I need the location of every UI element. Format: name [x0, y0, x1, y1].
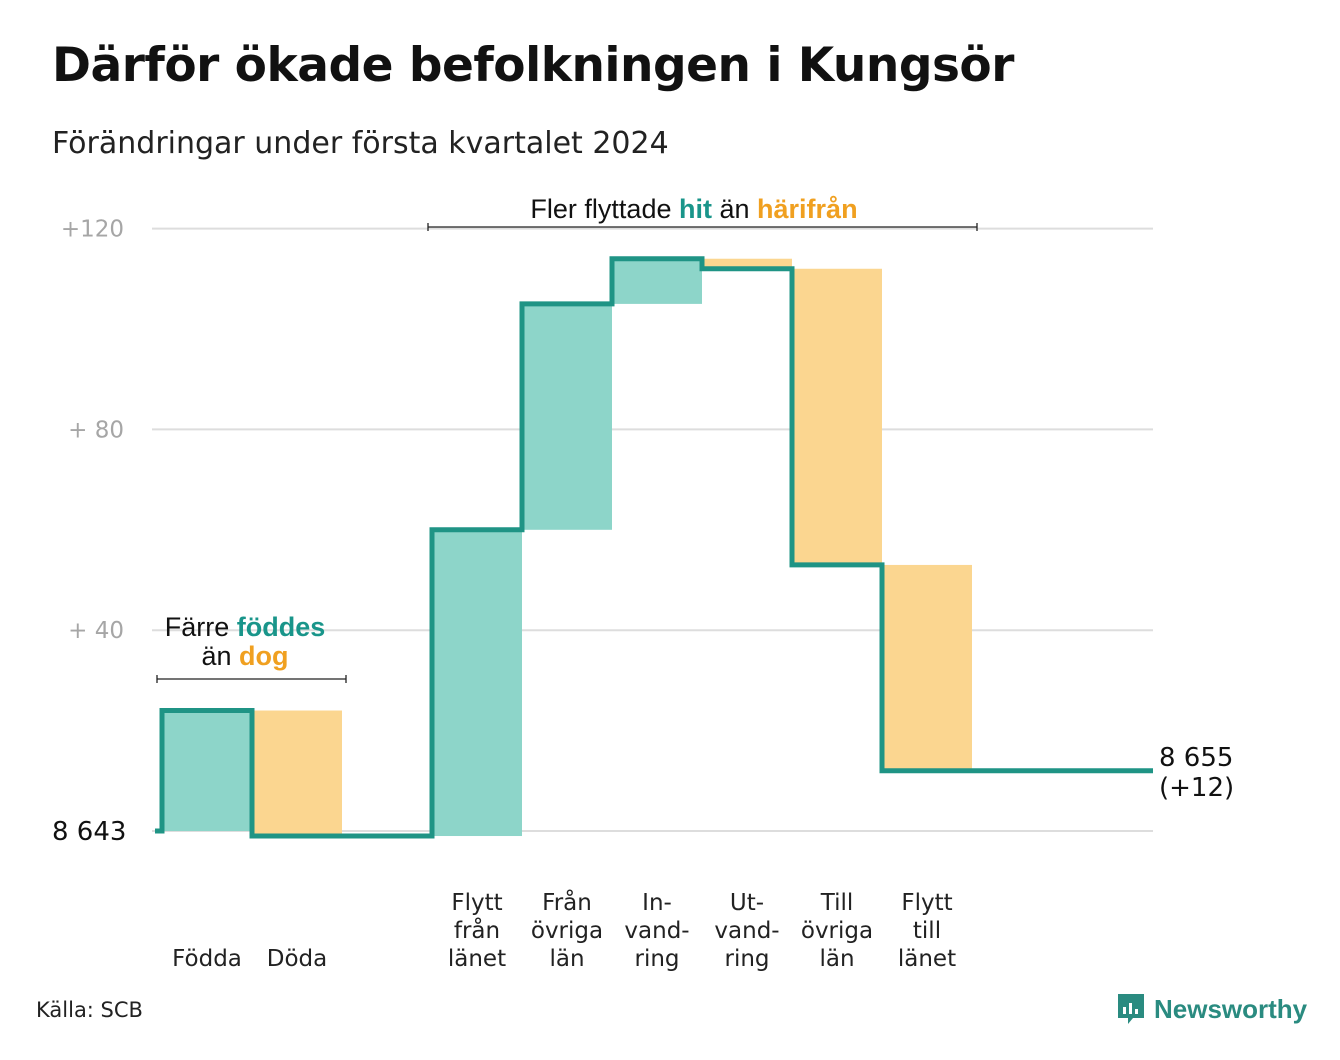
x-category-label: länet	[898, 946, 956, 972]
y-tick-label: + 40	[68, 618, 124, 644]
brand-logo[interactable]: Newsworthy	[1116, 992, 1307, 1026]
waterfall-bar	[792, 268, 882, 565]
y-tick-label: +120	[61, 217, 124, 243]
x-category-label: från	[454, 916, 500, 944]
annotation-span: Färre	[165, 612, 237, 642]
migration-bracket	[427, 223, 978, 231]
annotation-span: härifrån	[757, 194, 858, 224]
waterfall-bar	[702, 258, 792, 269]
x-category-label: vand-	[714, 918, 779, 944]
x-category-label: Flytt	[451, 890, 502, 916]
bar-layer	[162, 258, 972, 837]
chart-subtitle: Förändringar under första kvartalet 2024	[52, 126, 669, 161]
migration-annotation: Fler flyttade hit än härifrån	[530, 194, 857, 224]
annotation-span: än	[201, 641, 239, 671]
x-category-label: övriga	[801, 918, 873, 944]
newsworthy-logo-icon	[1118, 994, 1144, 1024]
line-layer	[155, 256, 1153, 839]
x-category-label: Födda	[172, 946, 242, 972]
waterfall-bar	[522, 303, 612, 530]
annotation-span: Fler flyttade	[530, 194, 679, 224]
annotation-layer: Fler flyttade hit än härifrån Färre födde…	[156, 194, 978, 683]
births-annotation: Färre föddes	[165, 612, 326, 642]
x-category-label: Från	[542, 888, 592, 916]
end-value-label: (+12)	[1159, 773, 1234, 803]
brand-name: Newsworthy	[1154, 993, 1308, 1024]
waterfall-bar	[252, 710, 342, 837]
waterfall-bar	[162, 710, 252, 831]
births-annotation: än dog	[201, 641, 288, 671]
annotation-span: dog	[239, 641, 288, 671]
waterfall-bar	[882, 564, 972, 771]
waterfall-bar	[612, 258, 702, 304]
x-category-label: ring	[724, 946, 769, 972]
y-tick-label: + 80	[68, 417, 124, 443]
x-category-label: In-	[642, 890, 672, 916]
x-category-label: länet	[448, 946, 506, 972]
end-value-label: 8 655	[1159, 743, 1233, 773]
x-category-label: övriga	[531, 918, 603, 944]
x-category-label: län	[549, 946, 584, 972]
annotation-span: än	[712, 194, 757, 224]
x-category-label: Till	[820, 890, 854, 916]
x-category-label: Flytt	[901, 890, 952, 916]
x-category-label: län	[819, 946, 854, 972]
x-category-label: vand-	[624, 918, 689, 944]
chart-title: Därför ökade befolkningen i Kungsör	[52, 38, 1014, 93]
source-note: Källa: SCB	[36, 998, 143, 1022]
waterfall-bar	[432, 529, 522, 837]
x-category-label: Ut-	[730, 890, 764, 916]
x-category-label: ring	[634, 946, 679, 972]
annotation-span: föddes	[237, 612, 326, 642]
annotation-span: hit	[679, 194, 712, 224]
x-category-label: till	[913, 918, 941, 944]
cumulative-step-line	[155, 256, 1153, 839]
births-bracket	[156, 675, 347, 683]
start-value-label: 8 643	[52, 817, 126, 847]
x-category-label: Döda	[267, 946, 327, 972]
